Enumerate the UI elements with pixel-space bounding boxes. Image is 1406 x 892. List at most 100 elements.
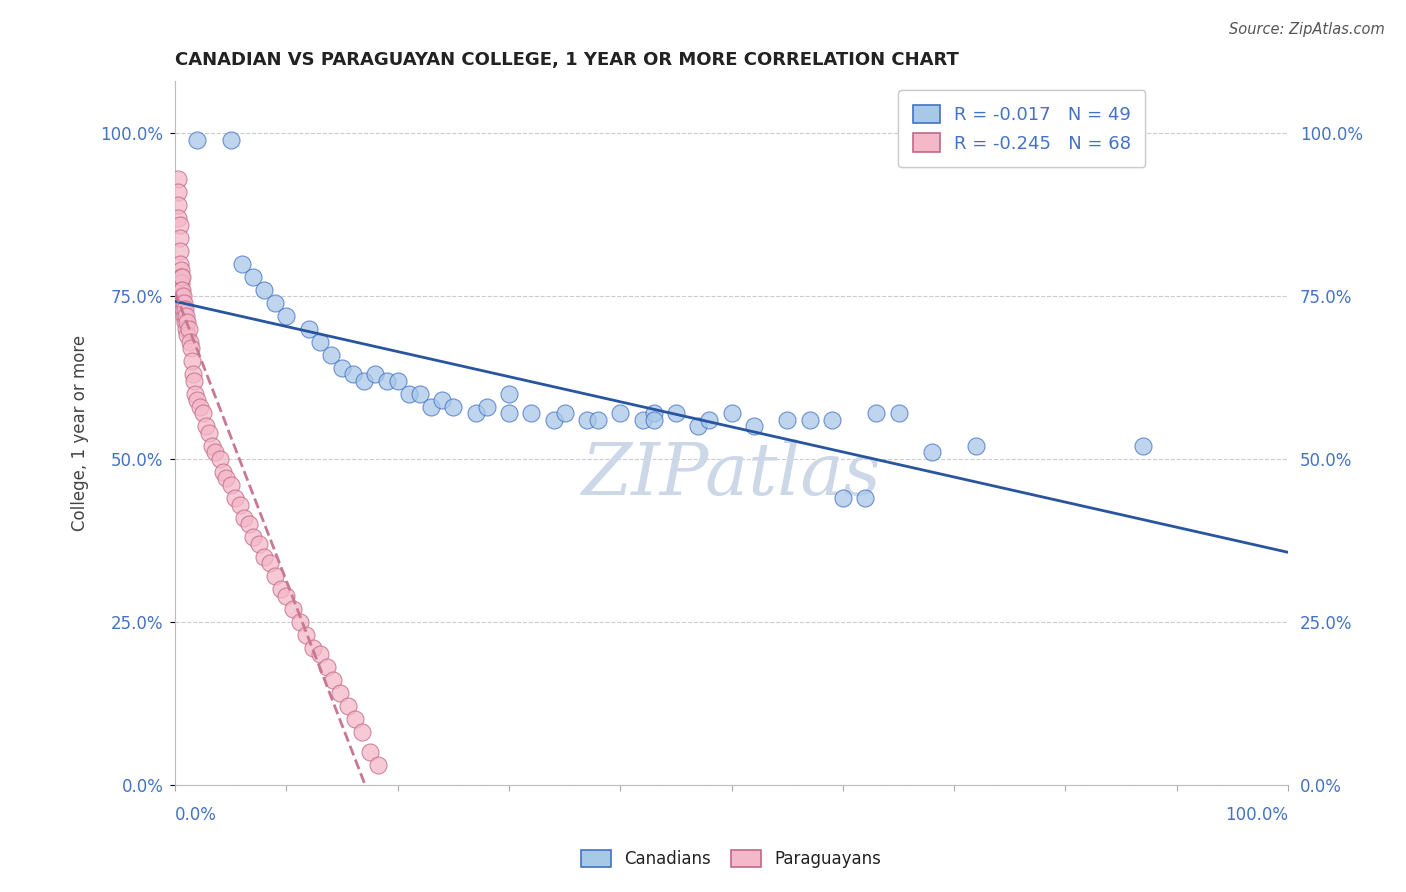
Point (167, 198, 190, 212)
Point (212, 465, 235, 479)
Point (173, 309, 195, 323)
Point (308, 334, 330, 349)
Point (643, 413, 665, 427)
Point (742, 419, 765, 434)
Point (643, 406, 665, 420)
Point (336, 699, 359, 714)
Point (699, 413, 721, 427)
Point (188, 400, 211, 414)
Text: ZIPatlas: ZIPatlas (582, 440, 882, 510)
Point (170, 289, 193, 303)
Point (180, 354, 202, 368)
Point (609, 406, 631, 420)
Point (475, 400, 498, 414)
Point (179, 334, 201, 349)
Point (169, 230, 191, 244)
Point (688, 419, 710, 434)
Point (184, 387, 207, 401)
Point (177, 322, 200, 336)
Point (288, 615, 311, 629)
Point (887, 406, 910, 420)
Point (498, 406, 520, 420)
Point (575, 413, 598, 427)
Point (186, 393, 208, 408)
Point (264, 569, 287, 583)
Point (921, 445, 943, 459)
Point (197, 425, 219, 440)
Point (375, 374, 398, 388)
Point (359, 745, 381, 759)
Point (352, 725, 374, 739)
Point (821, 413, 844, 427)
Text: 100.0%: 100.0% (1225, 806, 1288, 824)
Point (176, 315, 198, 329)
Point (330, 360, 353, 375)
Point (543, 413, 565, 427)
Y-axis label: College, 1 year or more: College, 1 year or more (72, 334, 89, 531)
Point (170, 283, 193, 297)
Point (776, 413, 799, 427)
Point (167, 185, 190, 199)
Point (322, 673, 344, 688)
Point (464, 406, 486, 420)
Point (208, 452, 231, 467)
Point (215, 471, 238, 485)
Point (398, 387, 420, 401)
Point (720, 406, 742, 420)
Point (195, 419, 218, 434)
Point (276, 309, 298, 323)
Point (315, 660, 337, 674)
Point (170, 269, 193, 284)
Text: 0.0%: 0.0% (176, 806, 217, 824)
Point (169, 257, 191, 271)
Point (302, 640, 325, 655)
Point (298, 322, 321, 336)
Point (281, 601, 304, 615)
Point (204, 445, 226, 459)
Point (799, 413, 821, 427)
Point (865, 406, 887, 420)
Point (170, 295, 193, 310)
Point (441, 400, 464, 414)
Point (172, 302, 194, 317)
Point (295, 628, 318, 642)
Point (174, 302, 197, 317)
Legend: R = -0.017   N = 49, R = -0.245   N = 68: R = -0.017 N = 49, R = -0.245 N = 68 (898, 90, 1146, 167)
Point (329, 686, 352, 700)
Point (832, 491, 855, 505)
Point (170, 283, 193, 297)
Point (270, 582, 292, 597)
Point (498, 387, 520, 401)
Point (173, 295, 195, 310)
Point (167, 172, 190, 186)
Point (409, 387, 432, 401)
Point (172, 289, 194, 303)
Point (319, 348, 342, 362)
Point (233, 510, 256, 524)
Point (167, 211, 190, 225)
Point (586, 413, 609, 427)
Point (520, 406, 543, 420)
Legend: Canadians, Paraguayans: Canadians, Paraguayans (574, 843, 889, 875)
Point (853, 491, 876, 505)
Point (364, 368, 387, 382)
Text: Source: ZipAtlas.com: Source: ZipAtlas.com (1229, 22, 1385, 37)
Point (224, 491, 246, 505)
Point (174, 309, 197, 323)
Point (191, 406, 214, 420)
Point (247, 536, 270, 550)
Point (308, 648, 330, 662)
Point (231, 257, 253, 271)
Point (253, 283, 276, 297)
Point (342, 368, 364, 382)
Point (631, 413, 654, 427)
Point (432, 393, 454, 408)
Point (965, 439, 987, 453)
Point (174, 315, 197, 329)
Point (170, 276, 193, 290)
Point (264, 295, 287, 310)
Point (201, 439, 224, 453)
Point (387, 374, 409, 388)
Point (242, 269, 264, 284)
Point (242, 530, 264, 544)
